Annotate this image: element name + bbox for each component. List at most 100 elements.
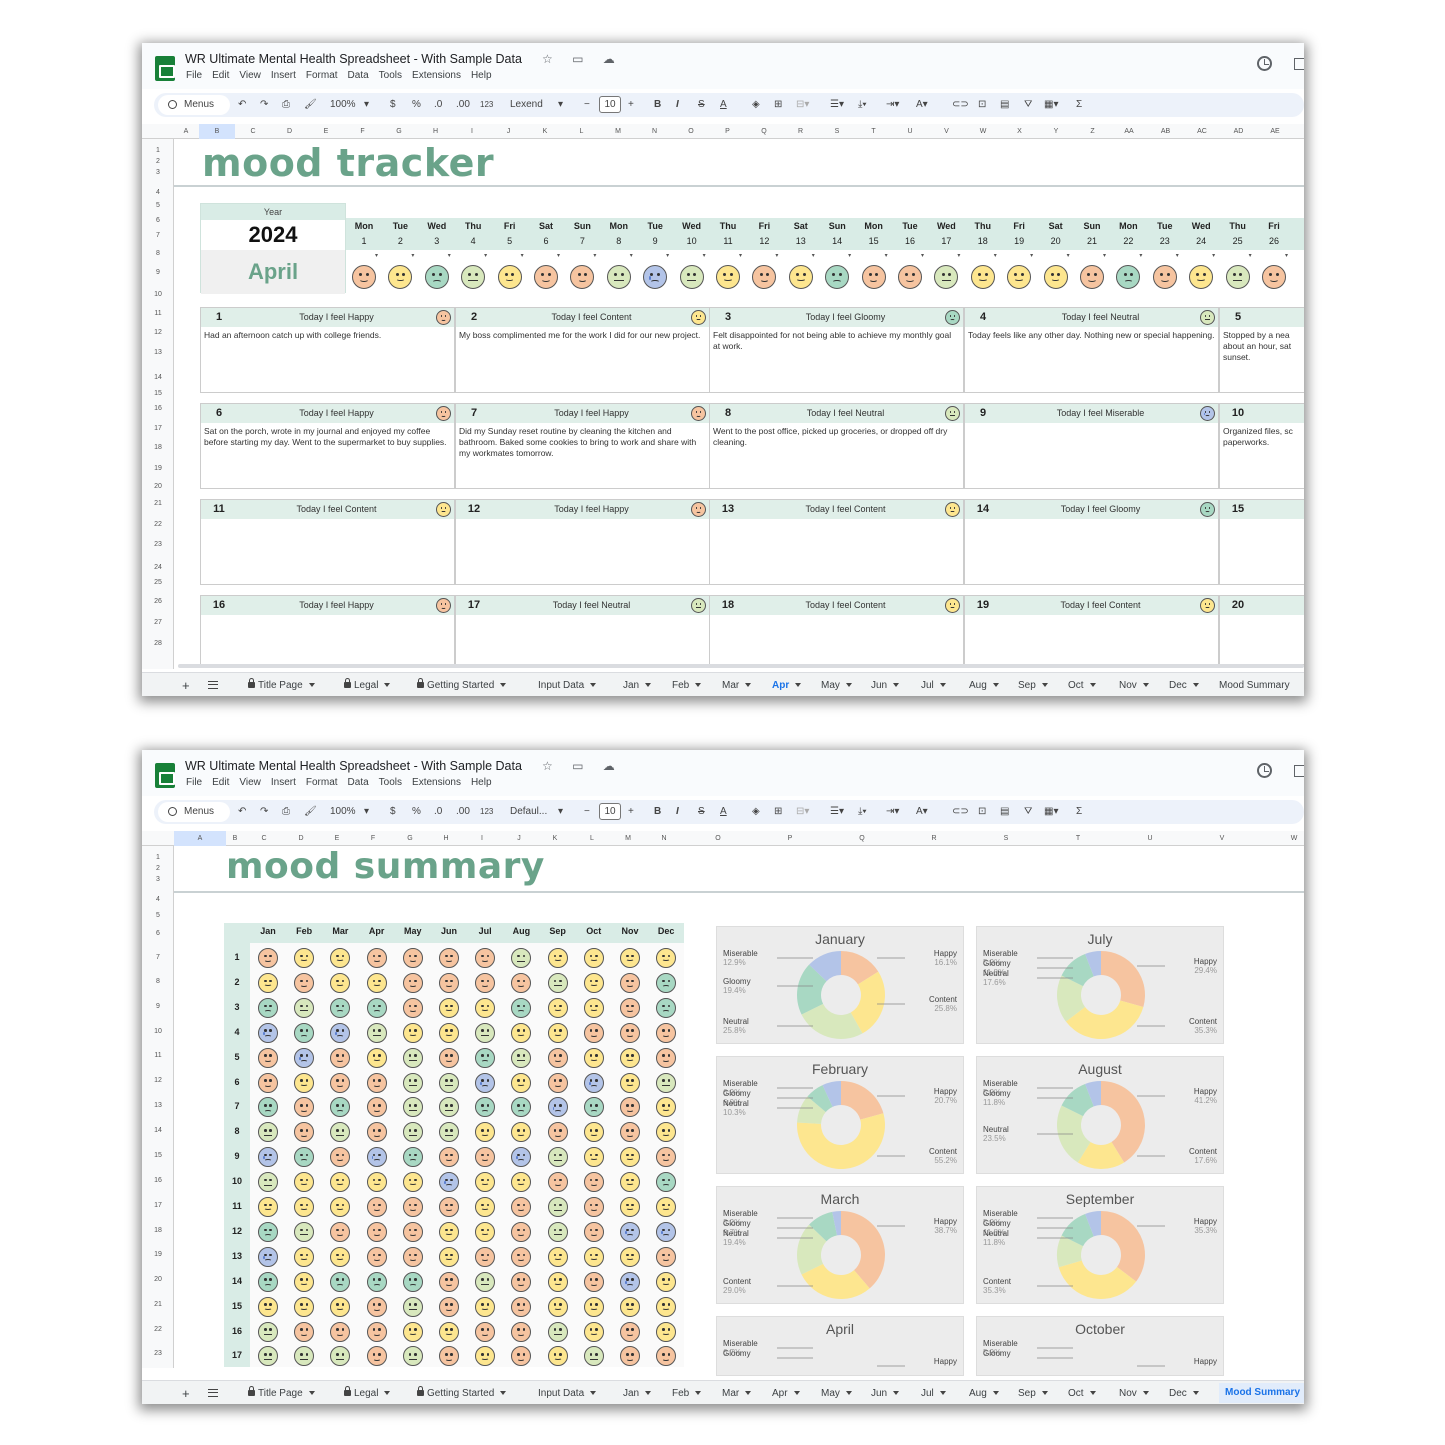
row-header-8[interactable]: 8 <box>156 978 160 985</box>
donut-slice-neutral[interactable] <box>797 1096 826 1124</box>
day-journal-card[interactable]: 5 T Stopped by a nea about an hour, sat su… <box>1219 307 1304 393</box>
column-header-T[interactable]: T <box>871 128 876 135</box>
menu-extensions[interactable]: Extensions <box>412 777 461 788</box>
font-size-increase[interactable]: + <box>628 806 634 817</box>
merge-cells-icon[interactable]: ⊟▾ <box>796 806 810 817</box>
tab-caret-icon[interactable] <box>845 683 852 688</box>
donut-slice-miserable[interactable] <box>822 1081 841 1107</box>
card-journal-note[interactable]: Felt disappointed for not being able to … <box>713 330 952 351</box>
column-header-Z[interactable]: Z <box>1090 128 1095 135</box>
menu-extensions[interactable]: Extensions <box>412 70 461 81</box>
donut-slice-happy[interactable] <box>1101 1081 1145 1163</box>
column-header-S[interactable]: S <box>1003 835 1009 842</box>
row-header-28[interactable]: 28 <box>154 640 162 647</box>
wrap-icon[interactable]: ⇥▾ <box>886 99 900 110</box>
sheet-tab-may[interactable]: May <box>821 680 852 691</box>
percent-button[interactable]: % <box>412 99 421 110</box>
sheet-tab-jun[interactable]: Jun <box>871 1388 900 1399</box>
column-header-Y[interactable]: Y <box>1053 128 1059 135</box>
column-header-T[interactable]: T <box>1075 835 1081 842</box>
day-journal-card[interactable]: 7 Today I feel Happy Did my Sunday reset r… <box>455 403 710 489</box>
row-headers[interactable]: 1 2 3 4 5 6 7 8 9 10 11 12 13 14 15 16 17 18 19 20 21 22 23 <box>142 846 174 1368</box>
row-header-22[interactable]: 22 <box>154 1326 162 1333</box>
redo-icon[interactable]: ↷ <box>260 806 269 817</box>
sheet-tab-mood-summary[interactable]: Mood Summary <box>1219 680 1290 691</box>
sheet-tab-input-data[interactable]: Input Data <box>538 680 597 691</box>
row-header-3[interactable]: 3 <box>156 169 160 176</box>
row-header-18[interactable]: 18 <box>154 1227 162 1234</box>
sheet-tab-oct[interactable]: Oct <box>1068 1388 1096 1399</box>
column-header-E[interactable]: E <box>323 128 329 135</box>
row-header-13[interactable]: 13 <box>154 349 162 356</box>
rotate-icon[interactable]: A▾ <box>916 806 928 817</box>
menu-data[interactable]: Data <box>347 777 369 788</box>
tab-caret-icon[interactable] <box>500 683 507 688</box>
filter-views-icon[interactable]: ▦▾ <box>1044 99 1059 110</box>
merge-cells-icon[interactable]: ⊟▾ <box>796 99 810 110</box>
mood-dropdown-caret-icon[interactable]: ▾ <box>920 253 924 259</box>
chart-icon[interactable]: ▤ <box>1000 806 1010 817</box>
undo-icon[interactable]: ↶ <box>238 806 247 817</box>
donut-slice-content[interactable] <box>1058 1260 1137 1299</box>
column-header-F[interactable]: F <box>360 128 365 135</box>
wrap-icon[interactable]: ⇥▾ <box>886 806 900 817</box>
card-journal-note[interactable]: Today feels like any other day. Nothing … <box>968 330 1215 340</box>
menu-bar[interactable]: File Edit View Insert Format Data Tools Extensi… <box>186 777 502 788</box>
mood-dropdown-caret-icon[interactable]: ▾ <box>1284 253 1288 259</box>
column-header-X[interactable]: X <box>1017 128 1022 135</box>
row-header-9[interactable]: 9 <box>156 269 160 276</box>
mood-donut-chart[interactable]: October Miserable 5.9% Gloomy Happy <box>976 1316 1224 1376</box>
paint-format-icon[interactable]: 🖌 <box>304 99 317 110</box>
donut-slice-happy[interactable] <box>841 951 879 985</box>
mood-dropdown-caret-icon[interactable]: ▾ <box>811 253 815 259</box>
italic-button[interactable]: I <box>676 99 679 110</box>
all-sheets-icon[interactable] <box>208 1389 218 1397</box>
column-header-O[interactable]: O <box>688 128 694 135</box>
mood-dropdown-caret-icon[interactable]: ▾ <box>1212 253 1216 259</box>
row-header-1[interactable]: 1 <box>156 147 160 154</box>
menu-tools[interactable]: Tools <box>378 70 403 81</box>
row-header-14[interactable]: 14 <box>154 1127 162 1134</box>
tab-caret-icon[interactable] <box>1142 1391 1149 1396</box>
day-journal-card[interactable]: 16 Today I feel Happy <box>200 595 455 665</box>
donut-slice-content[interactable] <box>801 1263 870 1299</box>
row-header-25[interactable]: 25 <box>154 579 162 586</box>
card-journal-note[interactable]: Had an afternoon catch up with college f… <box>204 330 382 340</box>
row-header-22[interactable]: 22 <box>154 521 162 528</box>
column-headers[interactable]: A B C D E F G H I J K L M N O P Q R S T U V W <box>142 831 1304 846</box>
donut-slice-happy[interactable] <box>1101 1211 1145 1282</box>
sheet-tab-apr[interactable]: Apr <box>772 680 802 691</box>
title-icons[interactable]: ☆ ▭ ☁ <box>542 52 623 66</box>
filter-icon[interactable]: ⛛ <box>1024 806 1033 817</box>
mood-dropdown-caret-icon[interactable]: ▾ <box>447 253 451 259</box>
column-header-H[interactable]: H <box>432 128 439 135</box>
font-select[interactable]: Lexend <box>510 99 543 110</box>
decrease-decimal-button[interactable]: .0 <box>434 806 443 817</box>
mood-donut-chart[interactable]: April Miserable 6.7% Gloomy Happy <box>716 1316 964 1376</box>
tab-caret-icon[interactable] <box>992 1391 999 1396</box>
mood-donut-chart[interactable]: July Miserable 5.9% Gloomy 11.8% Neutral 17.6%… <box>976 926 1224 1044</box>
column-header-H[interactable]: H <box>443 835 449 842</box>
document-title[interactable]: WR Ultimate Mental Health Spreadsheet - … <box>185 759 522 773</box>
mood-dropdown-caret-icon[interactable]: ▾ <box>1248 253 1252 259</box>
row-header-21[interactable]: 21 <box>154 500 162 507</box>
increase-decimal-button[interactable]: .00 <box>456 806 470 817</box>
mood-donut-chart[interactable]: August Miserable 5.9% Gloomy 11.8% Neutral 23.… <box>976 1056 1224 1174</box>
mood-dropdown-caret-icon[interactable]: ▾ <box>556 253 560 259</box>
sheet-tab-sep[interactable]: Sep <box>1018 1388 1048 1399</box>
column-header-A[interactable]: A <box>183 128 189 135</box>
donut-slice-neutral[interactable] <box>1057 1235 1084 1268</box>
text-color-button[interactable]: A <box>720 99 727 110</box>
card-journal-note[interactable]: My boss complimented me for the work I d… <box>459 330 701 340</box>
column-header-Q[interactable]: Q <box>761 128 767 135</box>
month-value[interactable]: April <box>201 250 345 294</box>
row-header-24[interactable]: 24 <box>154 564 162 571</box>
column-header-F[interactable]: F <box>370 835 376 842</box>
menu-help[interactable]: Help <box>470 70 492 81</box>
day-journal-card[interactable]: 6 Today I feel Happy Sat on the porch, wro… <box>200 403 455 489</box>
percent-button[interactable]: % <box>412 806 421 817</box>
mood-dropdown-caret-icon[interactable]: ▾ <box>957 253 961 259</box>
row-header-2[interactable]: 2 <box>156 865 160 872</box>
column-header-R[interactable]: R <box>931 835 937 842</box>
mood-dropdown-caret-icon[interactable]: ▾ <box>1139 253 1143 259</box>
